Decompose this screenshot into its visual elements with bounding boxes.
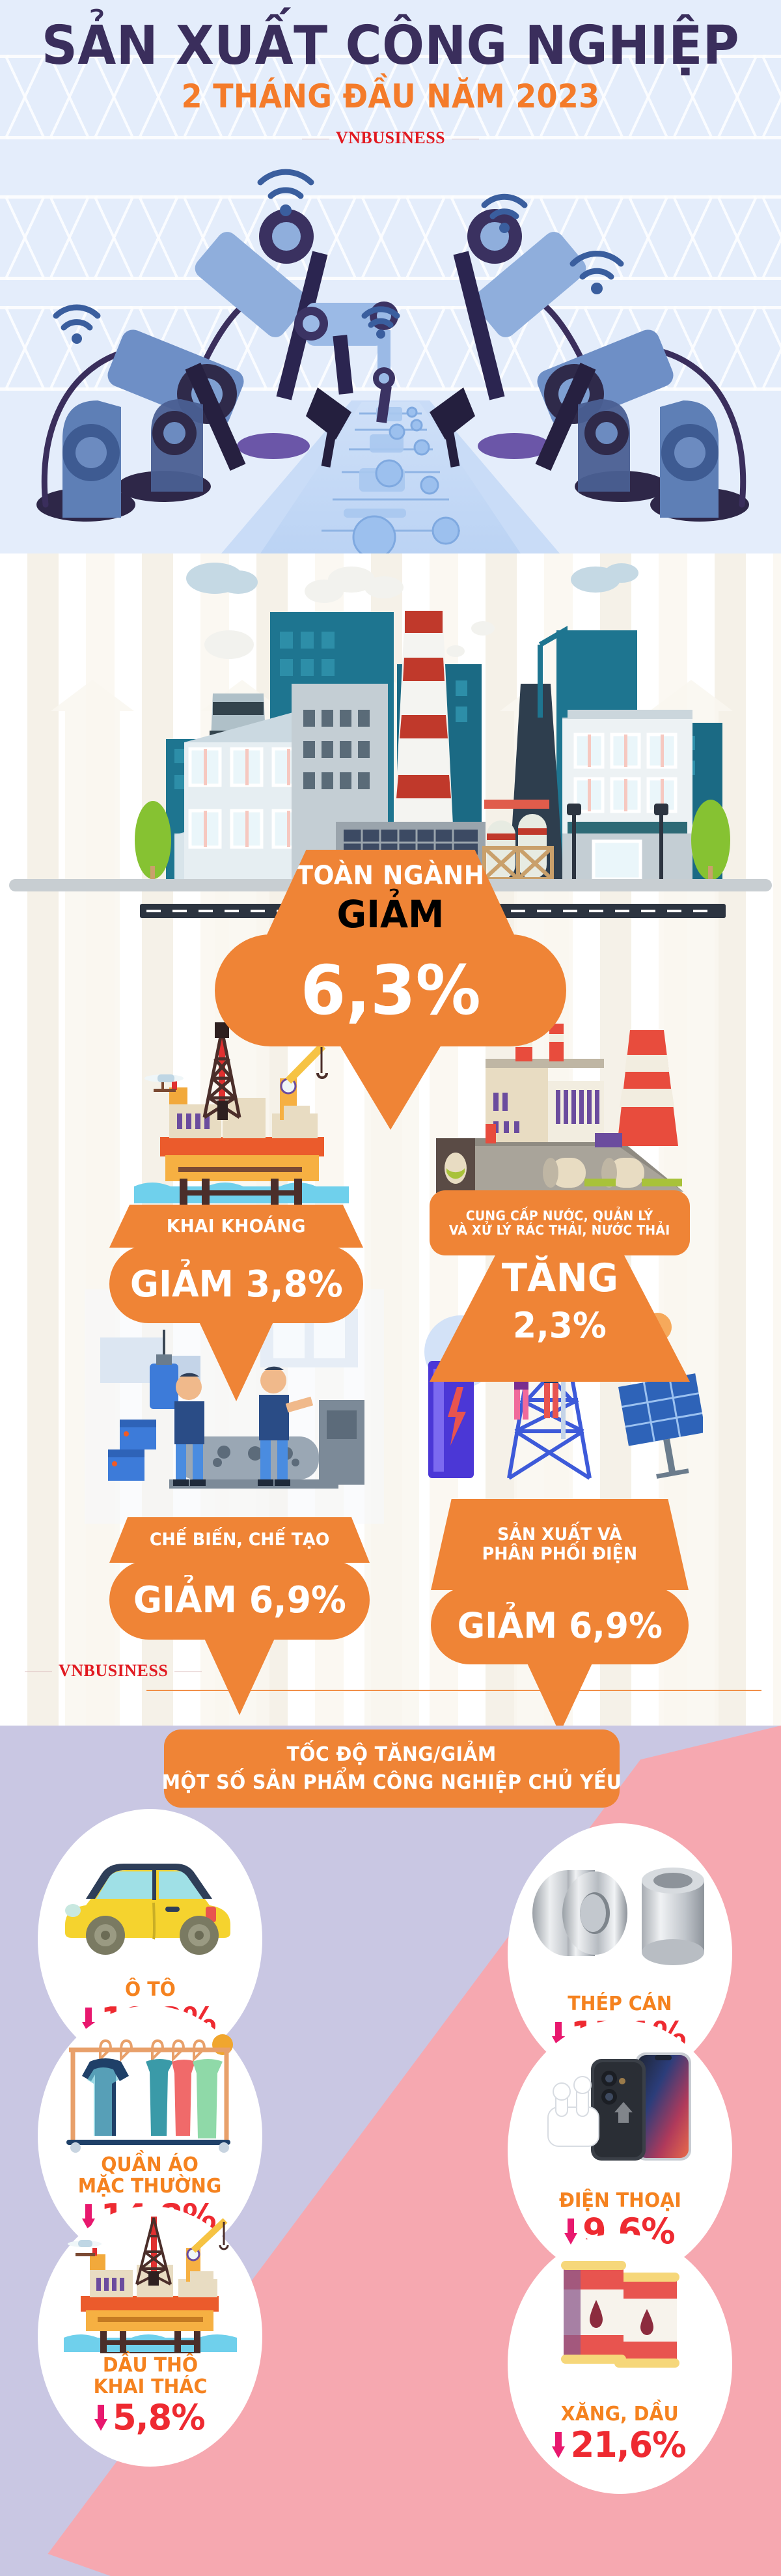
- arrow-down-icon: [564, 2219, 577, 2245]
- page-title: SẢN XUẤT CÔNG NGHIỆP: [41, 15, 740, 77]
- product-name-quan-ao-line1: QUẦN ÁO: [101, 2153, 199, 2176]
- product-name-quan-ao-line2: MẶC THƯỜNG: [78, 2175, 222, 2198]
- steel-coil-icon: [532, 1868, 704, 1965]
- oil-barrel-icon: [561, 2261, 679, 2368]
- electricity-header: SẢN XUẤT VÀ PHÂN PHỐI ĐIỆN: [431, 1499, 689, 1590]
- product-name-dien-thoai: ĐIỆN THOẠI: [558, 2189, 681, 2212]
- mining-label: KHAI KHOÁNG: [167, 1215, 306, 1237]
- product-name-thep-can: THÉP CÁN: [568, 1993, 672, 2015]
- mining-value-pill: GIẢM 3,8%: [109, 1245, 363, 1323]
- electricity-value-pill: GIẢM 6,9%: [431, 1586, 689, 1664]
- overall-direction: GIẢM: [336, 891, 445, 936]
- product-card-xang-dau: XĂNG, DẦU 21,6%: [508, 2233, 732, 2494]
- watermark-text: VNBUSINESS: [335, 128, 446, 147]
- mining-arrow-tip: [199, 1321, 274, 1401]
- product-percent-dau-tho: 5,8%: [112, 2397, 205, 2438]
- page-subtitle: 2 THÁNG ĐẦU NĂM 2023: [181, 77, 600, 116]
- sectors-section: TOÀN NGÀNH GIẢM 6,3%: [0, 553, 781, 1726]
- product-name-dau-tho: DẦU THÔ KHAI THÁC: [93, 2355, 207, 2398]
- header-section: SẢN XUẤT CÔNG NGHIỆP 2 THÁNG ĐẦU NĂM 202…: [0, 0, 781, 553]
- watermark-text-2: VNBUSINESS: [59, 1661, 169, 1680]
- oil-rig-mining-illustration: [134, 1022, 349, 1211]
- car-icon: [65, 1864, 230, 1955]
- overall-callout: TOÀN NGÀNH GIẢM 6,3%: [215, 850, 566, 1130]
- electricity-label-line1: SẢN XUẤT VÀ: [497, 1524, 622, 1545]
- clothes-rack-icon: [66, 2034, 233, 2153]
- products-title-line2: MỘT SỐ SẢN PHẨM CÔNG NGHIỆP CHỦ YẾU: [161, 1771, 622, 1794]
- overall-value-pill: 6,3%: [215, 934, 566, 1046]
- overall-label: TOÀN NGÀNH: [296, 861, 485, 891]
- manufacturing-label: CHẾ BIẾN, CHẾ TẠO: [149, 1529, 330, 1550]
- manufacturing-value: GIẢM 6,9%: [133, 1578, 346, 1621]
- oil-rig-icon: [64, 2217, 237, 2353]
- arrow-down-icon: [552, 2432, 566, 2458]
- product-card-dau-tho: DẦU THÔ KHAI THÁC 5,8%: [38, 2206, 262, 2467]
- water-header: CUNG CẤP NƯỚC, QUẢN LÝ VÀ XỬ LÝ RÁC THẢI…: [430, 1190, 690, 1255]
- products-title-line1: TỐC ĐỘ TĂNG/GIẢM: [286, 1743, 497, 1766]
- water-label: CUNG CẤP NƯỚC, QUẢN LÝ VÀ XỬ LÝ RÁC THẢI…: [449, 1207, 670, 1238]
- electricity-arrow-tip: [526, 1660, 594, 1726]
- product-value-row-dau-tho: 5,8%: [94, 2400, 206, 2435]
- product-value-row-xang-dau: 21,6%: [552, 2428, 687, 2463]
- water-label-line1: CUNG CẤP NƯỚC, QUẢN LÝ: [466, 1207, 653, 1224]
- electricity-callout: SẢN XUẤT VÀ PHÂN PHỐI ĐIỆN GIẢM 6,9%: [431, 1499, 689, 1726]
- overall-arrow-tip: [336, 1039, 445, 1130]
- product-percent-xang-dau: 21,6%: [571, 2424, 687, 2465]
- water-callout: CUNG CẤP NƯỚC, QUẢN LÝ VÀ XỬ LÝ RÁC THẢI…: [430, 1190, 690, 1382]
- watermark-middle: VNBUSINESS: [18, 1660, 208, 1681]
- water-value: 2,3%: [513, 1305, 607, 1346]
- manufacturing-value-pill: GIẢM 6,9%: [109, 1560, 370, 1640]
- smartphone-icon: [547, 2052, 691, 2161]
- electricity-label-line2: PHÂN PHỐI ĐIỆN: [482, 1544, 638, 1564]
- electricity-value: GIẢM 6,9%: [457, 1604, 663, 1646]
- mining-value: GIẢM 3,8%: [130, 1263, 343, 1306]
- truss-pattern-top: [0, 55, 781, 139]
- title-block: SẢN XUẤT CÔNG NGHIỆP 2 THÁNG ĐẦU NĂM 202…: [0, 15, 781, 116]
- product-name-dau-tho-line2: KHAI THÁC: [93, 2375, 207, 2398]
- watermark-top: VNBUSINESS: [0, 128, 781, 148]
- mining-header: KHAI KHOÁNG: [109, 1205, 363, 1248]
- robot-assembly-illustration: [36, 169, 749, 553]
- manufacturing-header: CHẾ BIẾN, CHẾ TẠO: [109, 1517, 370, 1563]
- overall-header: TOÀN NGÀNH GIẢM: [264, 850, 517, 941]
- overall-value: 6,3%: [300, 951, 481, 1030]
- product-name-dau-tho-line1: DẦU THÔ: [102, 2354, 198, 2377]
- water-direction: TĂNG: [501, 1255, 618, 1301]
- section-divider-rule: [146, 1690, 761, 1691]
- truss-pattern-middle: [0, 195, 781, 280]
- water-label-line2: VÀ XỬ LÝ RÁC THẢI, NƯỚC THẢI: [449, 1222, 670, 1238]
- manufacturing-arrow-tip: [203, 1636, 276, 1715]
- product-name-quan-ao: QUẦN ÁO MẶC THƯỜNG: [78, 2154, 222, 2197]
- water-value-block: TĂNG 2,3%: [430, 1252, 690, 1382]
- products-title-pill: TỐC ĐỘ TĂNG/GIẢM MỘT SỐ SẢN PHẨM CÔNG NG…: [161, 1729, 622, 1808]
- product-name-xang-dau: XĂNG, DẦU: [561, 2403, 679, 2426]
- manufacturing-callout: CHẾ BIẾN, CHẾ TẠO GIẢM 6,9%: [109, 1517, 370, 1715]
- product-name-o-to: Ô TÔ: [124, 1978, 176, 2001]
- arrow-down-icon: [82, 2204, 96, 2230]
- arrow-down-icon: [94, 2405, 107, 2431]
- mining-callout: KHAI KHOÁNG GIẢM 3,8%: [109, 1205, 363, 1401]
- products-section: TỐC ĐỘ TĂNG/GIẢM MỘT SỐ SẢN PHẨM CÔNG NG…: [0, 1726, 781, 2576]
